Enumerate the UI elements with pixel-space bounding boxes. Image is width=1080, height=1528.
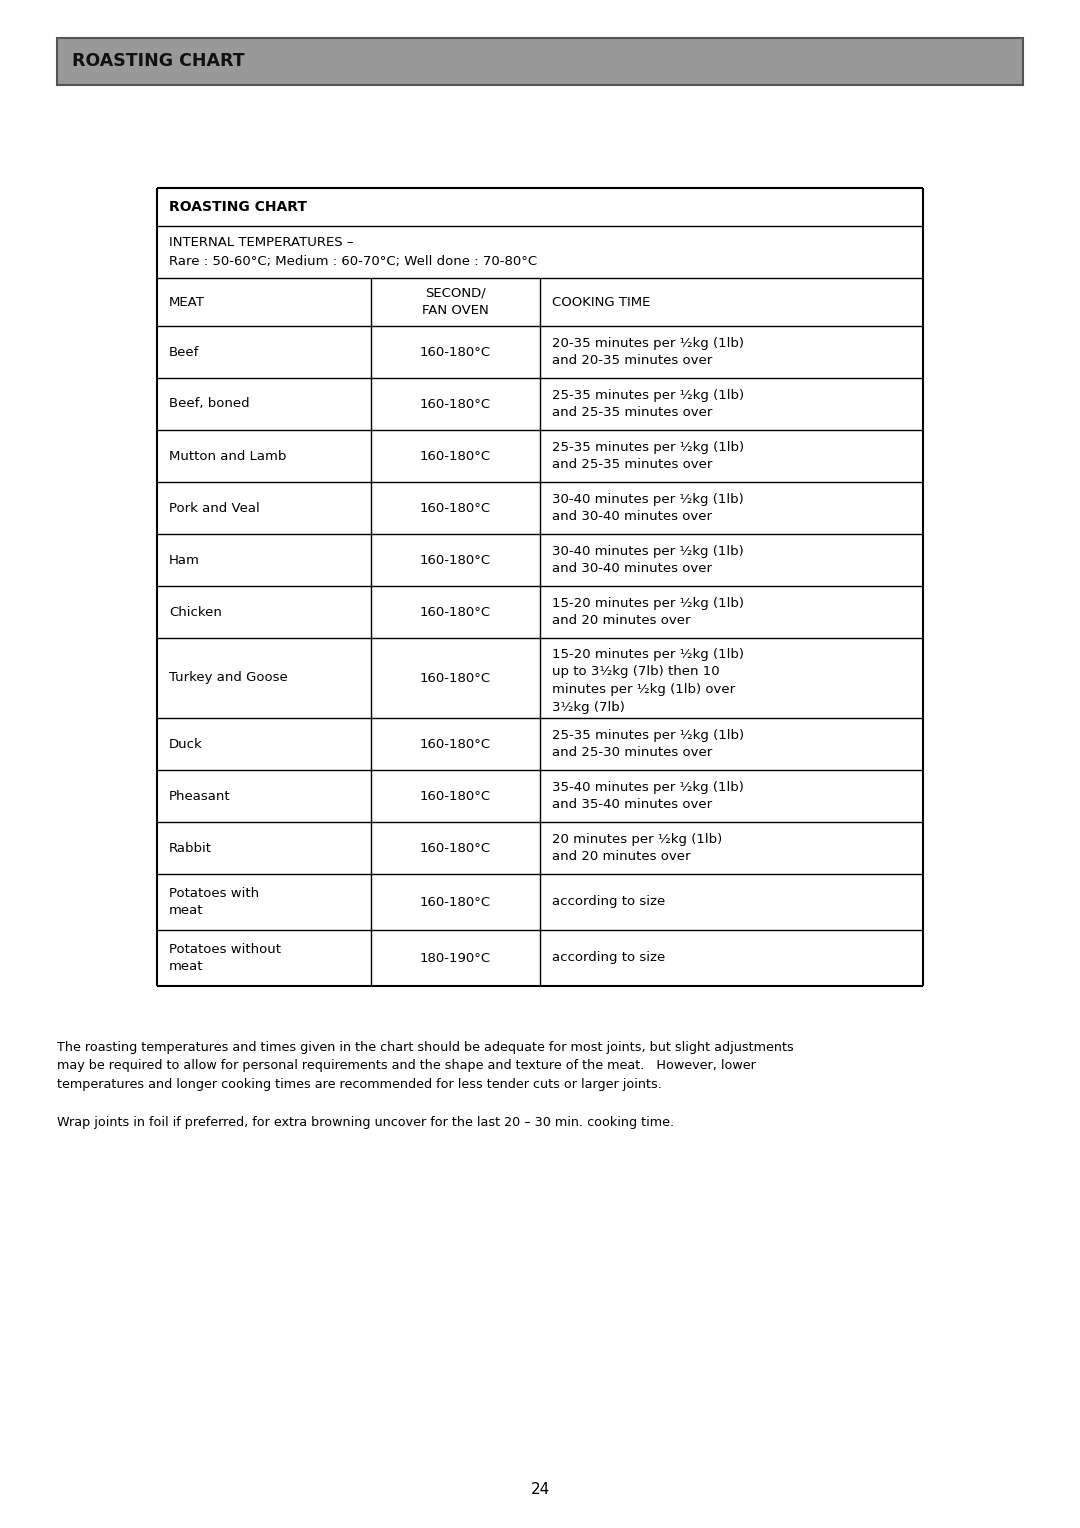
Text: 15-20 minutes per ½kg (1lb)
up to 3½kg (7lb) then 10
minutes per ½kg (1lb) over
: 15-20 minutes per ½kg (1lb) up to 3½kg (… [552, 648, 744, 714]
Text: ROASTING CHART: ROASTING CHART [72, 52, 245, 70]
Text: SECOND/
FAN OVEN: SECOND/ FAN OVEN [422, 287, 489, 316]
Text: Ham: Ham [168, 553, 200, 567]
Text: ROASTING CHART: ROASTING CHART [168, 200, 307, 214]
Text: The roasting temperatures and times given in the chart should be adequate for mo: The roasting temperatures and times give… [57, 1041, 794, 1091]
Bar [57, 38, 1023, 86]
Text: Wrap joints in foil if preferred, for extra browning uncover for the last 20 – 3: Wrap joints in foil if preferred, for ex… [57, 1115, 674, 1129]
Text: 160-180°C: 160-180°C [420, 345, 491, 359]
Text: INTERNAL TEMPERATURES –
Rare : 50-60°C; Medium : 60-70°C; Well done : 70-80°C: INTERNAL TEMPERATURES – Rare : 50-60°C; … [168, 237, 537, 267]
Text: Turkey and Goose: Turkey and Goose [168, 671, 287, 685]
Text: Duck: Duck [168, 738, 203, 750]
Text: 160-180°C: 160-180°C [420, 501, 491, 515]
Text: 25-35 minutes per ½kg (1lb)
and 25-35 minutes over: 25-35 minutes per ½kg (1lb) and 25-35 mi… [552, 440, 744, 471]
Text: according to size: according to size [552, 952, 665, 964]
Text: Beef, boned: Beef, boned [168, 397, 249, 411]
Text: 160-180°C: 160-180°C [420, 842, 491, 854]
Text: Potatoes with
meat: Potatoes with meat [168, 886, 259, 917]
Text: Beef: Beef [168, 345, 200, 359]
Text: 160-180°C: 160-180°C [420, 738, 491, 750]
Text: 20 minutes per ½kg (1lb)
and 20 minutes over: 20 minutes per ½kg (1lb) and 20 minutes … [552, 833, 723, 863]
Text: 20-35 minutes per ½kg (1lb)
and 20-35 minutes over: 20-35 minutes per ½kg (1lb) and 20-35 mi… [552, 336, 744, 367]
Text: Rabbit: Rabbit [168, 842, 212, 854]
Text: 25-35 minutes per ½kg (1lb)
and 25-35 minutes over: 25-35 minutes per ½kg (1lb) and 25-35 mi… [552, 388, 744, 419]
Text: 160-180°C: 160-180°C [420, 671, 491, 685]
Text: Chicken: Chicken [168, 605, 221, 619]
Text: Pork and Veal: Pork and Veal [168, 501, 260, 515]
Text: 25-35 minutes per ½kg (1lb)
and 25-30 minutes over: 25-35 minutes per ½kg (1lb) and 25-30 mi… [552, 729, 744, 759]
Text: Mutton and Lamb: Mutton and Lamb [168, 449, 286, 463]
Text: 160-180°C: 160-180°C [420, 397, 491, 411]
Text: according to size: according to size [552, 895, 665, 909]
Text: 24: 24 [530, 1482, 550, 1497]
Text: Potatoes without
meat: Potatoes without meat [168, 943, 281, 973]
Text: 35-40 minutes per ½kg (1lb)
and 35-40 minutes over: 35-40 minutes per ½kg (1lb) and 35-40 mi… [552, 781, 744, 811]
Text: MEAT: MEAT [168, 295, 205, 309]
Text: 160-180°C: 160-180°C [420, 553, 491, 567]
Text: 180-190°C: 180-190°C [420, 952, 491, 964]
Text: 160-180°C: 160-180°C [420, 790, 491, 802]
Text: 15-20 minutes per ½kg (1lb)
and 20 minutes over: 15-20 minutes per ½kg (1lb) and 20 minut… [552, 597, 744, 628]
Text: 30-40 minutes per ½kg (1lb)
and 30-40 minutes over: 30-40 minutes per ½kg (1lb) and 30-40 mi… [552, 545, 744, 575]
Text: 160-180°C: 160-180°C [420, 449, 491, 463]
Text: 160-180°C: 160-180°C [420, 895, 491, 909]
Text: 160-180°C: 160-180°C [420, 605, 491, 619]
Text: Pheasant: Pheasant [168, 790, 231, 802]
Text: COOKING TIME: COOKING TIME [552, 295, 650, 309]
Text: 30-40 minutes per ½kg (1lb)
and 30-40 minutes over: 30-40 minutes per ½kg (1lb) and 30-40 mi… [552, 492, 744, 523]
